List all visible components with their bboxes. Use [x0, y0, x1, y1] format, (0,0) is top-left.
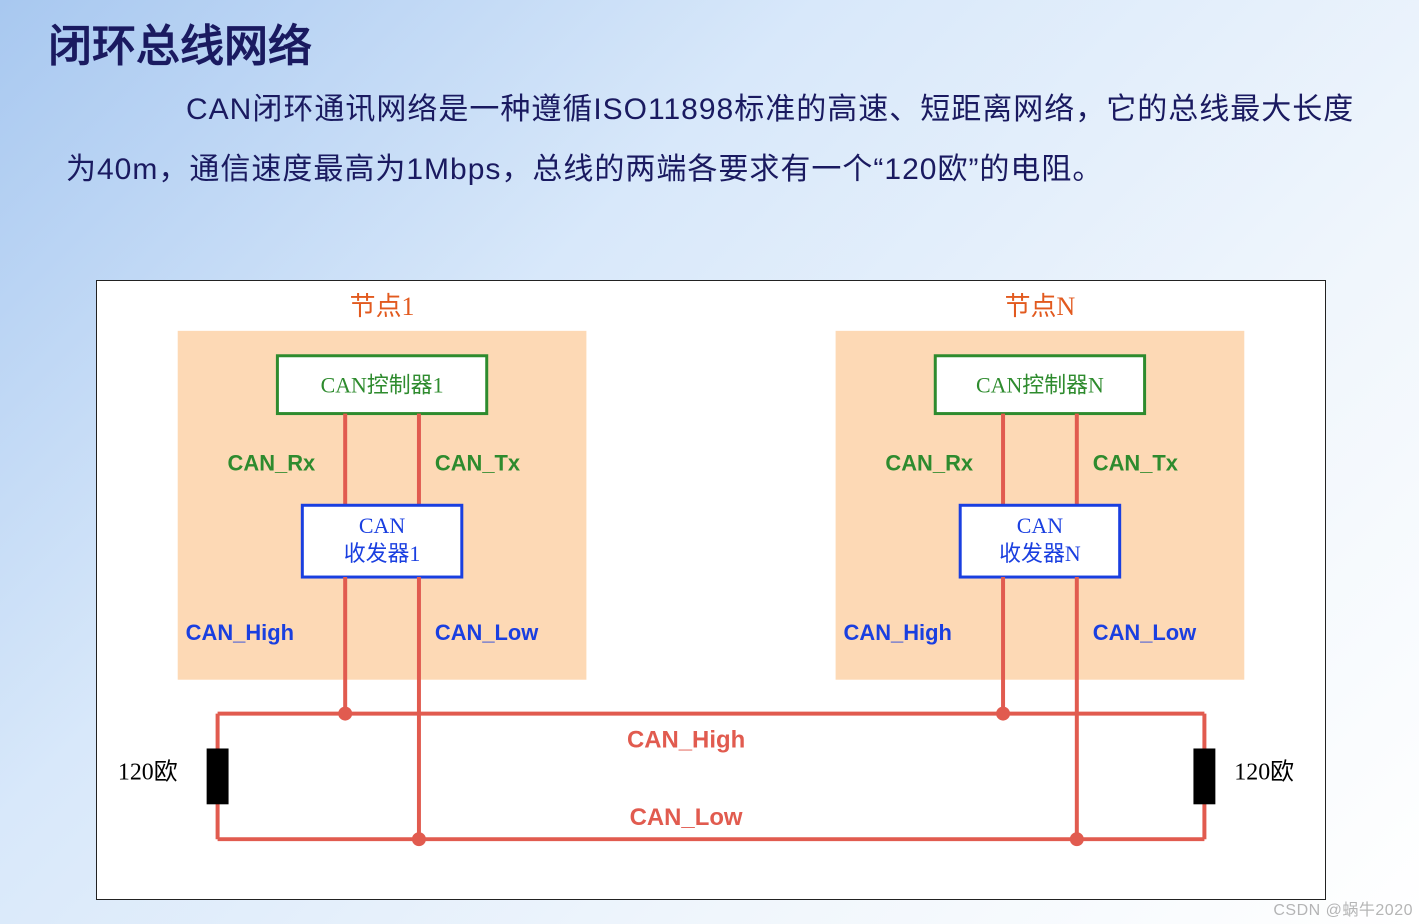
- page-title: 闭环总线网络: [48, 10, 312, 74]
- resistor-label: 120欧: [118, 758, 178, 785]
- junction-dot: [338, 707, 352, 721]
- drop-high-label: CAN_High: [844, 620, 952, 645]
- drop-low-label: CAN_Low: [435, 620, 539, 645]
- can-rx-label: CAN_Rx: [885, 450, 973, 475]
- junction-dot: [412, 832, 426, 846]
- description-paragraph: CAN闭环通讯网络是一种遵循ISO11898标准的高速、短距离网络，它的总线最大…: [66, 80, 1356, 200]
- bus-low-label: CAN_Low: [630, 804, 743, 831]
- junction-dot: [1070, 832, 1084, 846]
- transceiver-label1: CAN: [359, 513, 405, 538]
- transceiver-label2: 收发器N: [999, 541, 1081, 566]
- bus-high-label: CAN_High: [627, 726, 745, 753]
- resistor-right: [1193, 748, 1215, 804]
- diagram-container: 节点1 节点N 120欧 120欧 CAN_High CAN_Low CAN控制器1 CAN_…: [96, 280, 1326, 900]
- can-tx-label: CAN_Tx: [1093, 450, 1179, 475]
- controller-label: CAN控制器N: [976, 373, 1104, 398]
- node-title: 节点1: [350, 292, 415, 321]
- resistor-left: [207, 748, 229, 804]
- junction-dot: [996, 707, 1010, 721]
- watermark: CSDN @蜗牛2020: [1273, 896, 1413, 920]
- can-rx-label: CAN_Rx: [228, 450, 316, 475]
- node-title: 节点N: [1005, 292, 1076, 321]
- controller-label: CAN控制器1: [321, 373, 444, 398]
- can-bus-diagram: 节点1 节点N 120欧 120欧 CAN_High CAN_Low CAN控制器1 CAN_…: [97, 281, 1325, 899]
- drop-high-label: CAN_High: [186, 620, 294, 645]
- transceiver-label2: 收发器1: [344, 541, 421, 566]
- drop-low-label: CAN_Low: [1093, 620, 1197, 645]
- can-tx-label: CAN_Tx: [435, 450, 521, 475]
- transceiver-label1: CAN: [1017, 513, 1063, 538]
- resistor-label: 120欧: [1234, 758, 1294, 785]
